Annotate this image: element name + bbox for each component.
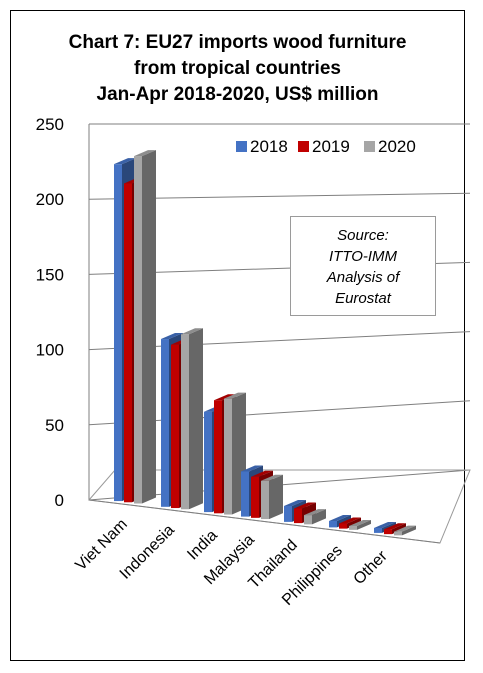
chart-title-line-1: Chart 7: EU27 imports wood furniture	[68, 32, 407, 53]
bar-top-2019-philippines	[339, 517, 361, 524]
bar-2020-viet-nam	[134, 156, 142, 504]
bar-2020-malaysia	[261, 480, 269, 520]
bar-top-2019-thailand	[294, 502, 316, 509]
chart-title-line-2: from tropical countries	[134, 58, 341, 79]
bar-2019-thailand	[294, 508, 302, 524]
bar-side-2020-malaysia	[269, 474, 283, 520]
bar-top-2018-indonesia	[161, 333, 183, 340]
bar-2018-indonesia	[161, 339, 169, 507]
bar-2019-malaysia	[251, 476, 259, 518]
bar-top-2020-malaysia	[261, 474, 283, 481]
bar-top-2019-other	[384, 523, 406, 530]
y-tick-label: 100	[36, 341, 64, 360]
source-line-3: Analysis of	[326, 269, 400, 286]
bar-side-2020-indonesia	[189, 328, 203, 510]
bar-2020-other	[394, 531, 402, 536]
x-tick-label-other: Other	[351, 547, 392, 588]
bar-side-2020-thailand	[312, 509, 326, 525]
bar-side-2020-other	[402, 525, 416, 536]
source-annotation: Source: ITTO-IMM Analysis of Eurostat	[290, 216, 436, 316]
bar-top-2018-other	[374, 521, 396, 528]
source-line-1: Source:	[337, 227, 389, 244]
bar-top-2020-philippines	[349, 520, 371, 527]
bar-2019-viet-nam	[124, 183, 132, 503]
bar-2018-thailand	[284, 506, 292, 522]
bar-2020-india	[224, 398, 232, 515]
legend-swatch-2018	[236, 141, 247, 152]
bar-2018-other	[374, 527, 382, 533]
y-tick-label: 200	[36, 190, 64, 209]
bar-2018-philippines	[329, 521, 337, 528]
legend-swatch-2019	[298, 141, 309, 152]
x-axis	[88, 499, 441, 544]
bar-2018-malaysia	[241, 471, 249, 517]
bar-top-2018-viet-nam	[114, 158, 136, 165]
source-line-2: ITTO-IMM	[328, 248, 398, 265]
bar-top-2020-thailand	[304, 509, 326, 516]
bar-2019-philippines	[339, 523, 347, 529]
legend-label-2018: 2018	[250, 137, 288, 156]
bar-top-2019-india	[214, 394, 236, 401]
bar-top-2018-philippines	[329, 515, 351, 522]
bar-top-2018-malaysia	[241, 465, 263, 472]
x-tick-label-india: India	[184, 527, 221, 564]
bar-top-2019-malaysia	[251, 470, 273, 477]
y-tick-label: 150	[36, 265, 64, 284]
bar-top-2020-other	[394, 525, 416, 532]
bar-2018-viet-nam	[114, 164, 122, 502]
bar-top-2020-india	[224, 392, 246, 399]
bar-2019-indonesia	[171, 344, 179, 509]
y-tick-label: 50	[45, 416, 64, 435]
bar-2018-india	[204, 411, 212, 513]
source-line-4: Eurostat	[335, 290, 391, 307]
y-tick-label: 250	[36, 115, 64, 134]
chart-title-line-3: Jan-Apr 2018-2020, US$ million	[96, 84, 379, 105]
bar-2019-other	[384, 529, 392, 535]
y-tick-label: 0	[55, 491, 64, 510]
legend-label-2020: 2020	[378, 137, 416, 156]
bar-side-2020-viet-nam	[142, 150, 156, 504]
bar-top-2020-viet-nam	[134, 150, 156, 157]
bar-side-2020-philippines	[357, 520, 371, 530]
bar-top-2020-indonesia	[181, 328, 203, 335]
bar-2020-philippines	[349, 526, 357, 530]
bar-2020-indonesia	[181, 334, 189, 510]
legend-swatch-2020	[364, 141, 375, 152]
bar-2020-thailand	[304, 515, 312, 525]
bar-top-2018-thailand	[284, 500, 306, 507]
bar-2019-india	[214, 400, 222, 514]
legend-label-2019: 2019	[312, 137, 350, 156]
